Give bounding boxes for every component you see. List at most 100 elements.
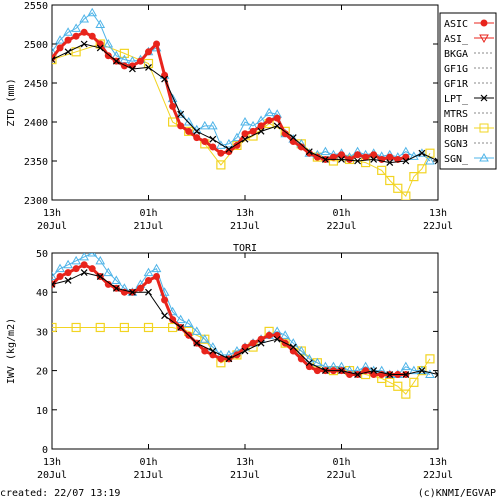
data-point	[418, 367, 426, 375]
y-tick-label: 0	[42, 445, 48, 456]
y-tick-label: 2300	[24, 196, 48, 207]
data-point	[425, 369, 435, 379]
legend-item-lpt: LPT_	[444, 94, 494, 105]
data-point	[249, 339, 257, 347]
data-point	[425, 155, 435, 165]
legend-item-bkga: BKGA	[444, 49, 494, 60]
data-point	[177, 324, 185, 331]
x-tick-label-date: 20Jul	[37, 470, 67, 481]
plot-frame	[51, 4, 439, 201]
data-point	[370, 371, 378, 379]
data-point	[63, 259, 73, 269]
data-point	[145, 48, 152, 56]
legend-label: SGN3	[444, 139, 468, 150]
data-point	[346, 155, 354, 163]
y-tick-label: 2450	[24, 79, 48, 90]
legend-marker	[480, 19, 488, 27]
data-point	[370, 367, 378, 375]
data-point	[393, 381, 403, 391]
chart-title: TORI	[233, 243, 257, 254]
x-tick-label-hour: 01h	[139, 457, 157, 468]
y-tick-label: 2550	[24, 1, 48, 12]
data-point	[112, 284, 120, 292]
data-point	[153, 273, 161, 281]
y-tick-label: 40	[36, 288, 48, 299]
data-point	[207, 120, 218, 130]
y-tick-label: 2400	[24, 118, 48, 129]
data-point	[52, 322, 57, 333]
data-point	[72, 265, 80, 273]
data-point	[321, 156, 329, 163]
data-point	[289, 134, 297, 142]
data-point	[377, 165, 387, 175]
legend: ASIC ASI_ BKGA GF1G GF1R LPT_ MTRS ROBH SGN3 SGN_	[439, 12, 497, 170]
legend-label: ASI_	[444, 34, 469, 45]
legend-item-sgn: SGN_	[444, 152, 494, 165]
data-point	[199, 120, 210, 130]
data-point	[64, 36, 72, 44]
data-point	[161, 296, 169, 304]
data-point	[207, 342, 218, 351]
x-tick-label-hour: 01h	[332, 457, 350, 468]
data-point	[281, 130, 289, 138]
data-point	[305, 149, 313, 157]
x-tick-label-hour: 13h	[236, 208, 254, 219]
data-point	[56, 273, 64, 281]
data-point	[241, 347, 249, 355]
data-point	[425, 354, 435, 364]
data-point	[104, 52, 112, 60]
y-tick-label: 30	[36, 327, 48, 338]
data-point	[257, 339, 265, 347]
data-point	[95, 322, 105, 333]
data-point	[434, 371, 438, 378]
data-point	[224, 138, 234, 148]
x-tick-label-hour: 01h	[332, 208, 350, 219]
data-point	[417, 365, 427, 375]
data-point	[88, 265, 96, 273]
data-point	[71, 255, 81, 265]
data-point	[168, 117, 178, 127]
data-point	[409, 365, 419, 375]
data-point	[232, 140, 242, 150]
x-tick-label-hour: 13h	[43, 457, 61, 468]
data-point	[288, 338, 299, 347]
data-point	[273, 122, 281, 130]
data-point	[296, 345, 307, 355]
data-point	[80, 261, 88, 269]
series-line	[52, 327, 431, 395]
x-tick-label-date: 22Jul	[423, 221, 453, 232]
data-point	[241, 135, 249, 143]
data-point	[119, 322, 129, 333]
legend-label: SGN_	[444, 154, 469, 165]
data-point	[80, 28, 88, 36]
data-point	[216, 140, 226, 149]
data-point	[402, 157, 410, 165]
data-point	[103, 267, 114, 277]
data-point	[136, 57, 144, 65]
data-point	[297, 143, 305, 151]
data-point	[273, 331, 281, 339]
data-point	[209, 347, 217, 355]
series-line	[52, 43, 431, 197]
legend-marker	[480, 94, 488, 102]
data-point	[103, 38, 114, 48]
data-point	[313, 367, 321, 375]
data-point	[136, 284, 144, 292]
legend-marker	[479, 123, 489, 133]
data-point	[385, 175, 395, 186]
x-tick-label-date: 21Jul	[230, 221, 260, 232]
series-area	[52, 7, 438, 200]
data-point	[161, 75, 169, 83]
y-tick-label: 2350	[24, 157, 48, 168]
legend-label: ROBH	[444, 124, 468, 135]
data-point	[232, 132, 242, 142]
legend-item-gf1g: GF1G	[444, 64, 494, 75]
legend-item-robh: ROBH	[444, 123, 494, 135]
data-point	[177, 122, 185, 130]
y-tick-label: 2500	[24, 40, 48, 51]
data-point	[151, 263, 162, 273]
data-point	[95, 255, 106, 265]
data-point	[216, 160, 226, 170]
data-point	[240, 116, 250, 126]
data-point	[386, 371, 394, 378]
